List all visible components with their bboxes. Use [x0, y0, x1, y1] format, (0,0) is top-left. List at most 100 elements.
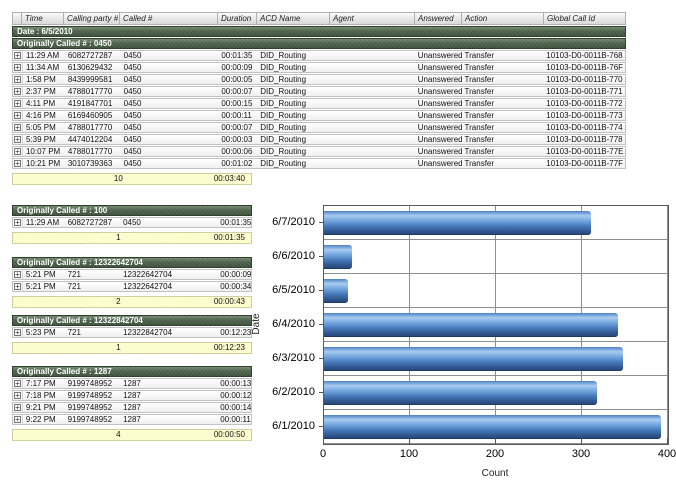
column-header-acd_name: ACD Name [257, 12, 330, 25]
bar-6-6-2010 [324, 245, 352, 269]
expand-plus-icon[interactable]: + [14, 52, 21, 59]
summary-spacer [13, 233, 23, 243]
x-tick-label: 400 [658, 448, 676, 460]
chart-x-axis-label: Count [482, 468, 509, 479]
y-tick-mark [319, 426, 323, 427]
group-section: Originally Called # : 12322842704+5:23 P… [12, 315, 252, 354]
expand-cell: + [13, 99, 23, 108]
calling_party-cell: 721 [65, 270, 121, 279]
acd_name-cell: DID_Routing [257, 159, 330, 168]
called-cell: 0450 [121, 99, 219, 108]
bar-6-5-2010 [324, 279, 348, 303]
group-section: Originally Called # : 12322642704+5:21 P… [12, 257, 252, 308]
group-section: Originally Called # : 100+11:29 AM608272… [12, 205, 252, 244]
expand-plus-icon[interactable]: + [14, 404, 21, 411]
global_call_id-cell: 10103-D0-0011B-77E [543, 147, 625, 156]
column-header-calling_party: Calling party # [64, 12, 120, 25]
expand-plus-icon[interactable]: + [14, 148, 21, 155]
call-row: +5:21 PM7211232264270400:00:09 [12, 269, 252, 280]
expand-plus-icon[interactable]: + [14, 283, 21, 290]
x-tick-mark [323, 438, 324, 444]
expand-plus-icon[interactable]: + [14, 88, 21, 95]
time-cell: 4:16 PM [23, 111, 65, 120]
answered-cell: Unanswered [415, 51, 462, 60]
action-cell: Transfer [462, 111, 544, 120]
agent-cell [330, 87, 415, 96]
group-header: Originally Called # : 1287 [12, 366, 252, 377]
call-row: +5:23 PM7211232284270400:12:23 [12, 327, 252, 338]
agent-cell [330, 159, 415, 168]
global_call_id-cell: 10103-D0-0011B-772 [543, 99, 625, 108]
action-cell: Transfer [462, 135, 544, 144]
called-cell: 0450 [121, 159, 219, 168]
called-cell: 0450 [121, 135, 219, 144]
expand-plus-icon[interactable]: + [14, 219, 21, 226]
expand-cell: + [13, 415, 23, 424]
answered-cell: Unanswered [415, 87, 462, 96]
duration-cell: 00:00:13 [217, 379, 251, 388]
x-tick-label: 200 [486, 448, 504, 460]
duration-cell: 00:00:07 [218, 87, 257, 96]
calling_party-cell: 4191847701 [65, 99, 121, 108]
y-tick-label: 6/2/2010 [250, 375, 315, 409]
expand-cell: + [13, 403, 23, 412]
time-cell: 4:11 PM [23, 99, 65, 108]
expand-cell: + [13, 282, 23, 291]
expand-plus-icon[interactable]: + [14, 329, 21, 336]
group-total-duration: 00:00:50 [214, 430, 251, 440]
expand-plus-icon[interactable]: + [14, 136, 21, 143]
expand-plus-icon[interactable]: + [14, 416, 21, 423]
y-tick-mark [319, 256, 323, 257]
expand-plus-icon[interactable]: + [14, 100, 21, 107]
y-tick-mark [319, 324, 323, 325]
action-cell: Transfer [462, 159, 544, 168]
answered-cell: Unanswered [415, 75, 462, 84]
acd_name-cell: DID_Routing [257, 111, 330, 120]
call-row: +4:11 PM4191847701045000:00:15DID_Routin… [12, 98, 626, 109]
acd_name-cell: DID_Routing [257, 51, 330, 60]
time-cell: 5:05 PM [23, 123, 65, 132]
x-tick-label: 0 [320, 448, 326, 460]
expand-plus-icon[interactable]: + [14, 160, 21, 167]
expand-plus-icon[interactable]: + [14, 392, 21, 399]
expand-plus-icon[interactable]: + [14, 380, 21, 387]
call-row: +7:18 PM9199748952128700:00:12 [12, 390, 252, 401]
action-cell: Transfer [462, 147, 544, 156]
time-cell: 10:21 PM [23, 159, 65, 168]
bar-6-7-2010 [324, 211, 591, 235]
expand-cell: + [13, 87, 23, 96]
duration-cell: 00:01:02 [218, 159, 257, 168]
expand-plus-icon[interactable]: + [14, 271, 21, 278]
calling_party-cell: 9199748952 [65, 379, 121, 388]
duration-cell: 00:00:12 [217, 391, 251, 400]
column-header-time: Time [22, 12, 64, 25]
calling_party-cell: 6082727287 [65, 51, 121, 60]
summary-spacer [13, 430, 23, 440]
call-row: +5:05 PM4788017770045000:00:07DID_Routin… [12, 122, 626, 133]
group-header: Originally Called # : 12322642704 [12, 257, 252, 268]
bar-6-1-2010 [324, 415, 661, 439]
call-row: +5:39 PM4474012204045000:00:03DID_Routin… [12, 134, 626, 145]
answered-cell: Unanswered [415, 99, 462, 108]
expand-plus-icon[interactable]: + [14, 64, 21, 71]
call-row: +1:58 PM8439999581045000:00:05DID_Routin… [12, 74, 626, 85]
time-cell: 5:23 PM [23, 328, 65, 337]
time-cell: 5:21 PM [23, 282, 65, 291]
call-row: +11:29 AM6082727287045000:01:35DID_Routi… [12, 50, 626, 61]
expand-plus-icon[interactable]: + [14, 112, 21, 119]
bar-6-2-2010 [324, 381, 597, 405]
action-cell: Transfer [462, 75, 544, 84]
acd_name-cell: DID_Routing [257, 87, 330, 96]
time-cell: 9:22 PM [23, 415, 65, 424]
expand-cell: + [13, 270, 23, 279]
duration-cell: 00:00:03 [218, 135, 257, 144]
bar-6-3-2010 [324, 347, 623, 371]
column-header-expand [12, 12, 22, 25]
expand-plus-icon[interactable]: + [14, 76, 21, 83]
duration-cell: 00:00:14 [217, 403, 251, 412]
acd_name-cell: DID_Routing [257, 135, 330, 144]
x-tick-mark [495, 438, 496, 444]
expand-plus-icon[interactable]: + [14, 124, 21, 131]
y-tick-label: 6/4/2010 [250, 307, 315, 341]
expand-cell: + [13, 51, 23, 60]
